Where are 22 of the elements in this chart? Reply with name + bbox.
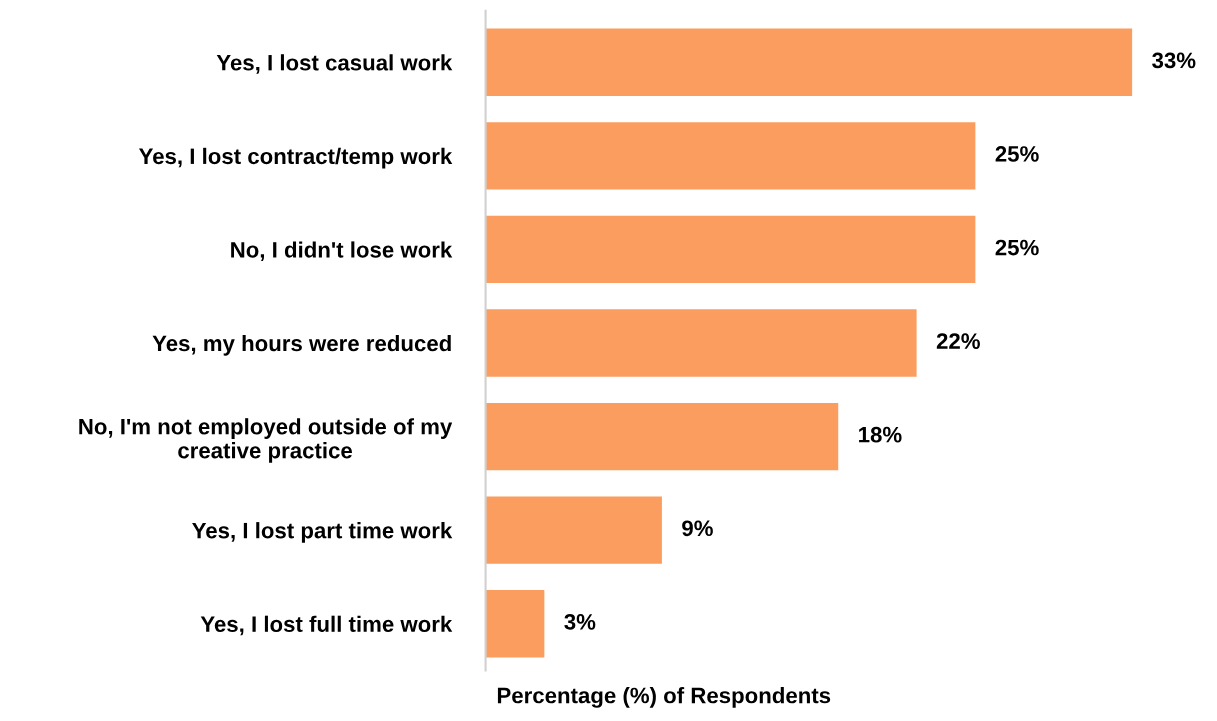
bar [485, 122, 976, 190]
y-tick-label: Yes, I lost part time work [192, 522, 453, 543]
x-axis-title: Percentage (%) of Respondents [497, 687, 831, 708]
bar [485, 590, 545, 658]
bar [485, 402, 839, 471]
bar [485, 309, 917, 377]
y-tick-label: Yes, I lost contract/temp work [138, 147, 453, 169]
data-label: 3% [564, 613, 596, 630]
data-label: 9% [682, 520, 713, 537]
data-label: 22% [936, 333, 980, 349]
bar [485, 215, 976, 284]
bar [485, 28, 1133, 96]
data-label: 25% [995, 146, 1039, 162]
y-tick-label: Yes, I lost full time work [200, 615, 453, 636]
data-label: 33% [1152, 52, 1196, 69]
bar [485, 496, 662, 564]
y-tick-label: Yes, I lost casual work [216, 54, 453, 74]
y-tick-label: Yes, my hours were reduced [152, 334, 451, 356]
y-tick-label: No, I'm not employed outside of my creative practice [79, 418, 453, 463]
data-label: 18% [859, 426, 902, 443]
y-tick-label: No, I didn't lose work [231, 241, 453, 261]
data-label: 25% [995, 239, 1039, 256]
